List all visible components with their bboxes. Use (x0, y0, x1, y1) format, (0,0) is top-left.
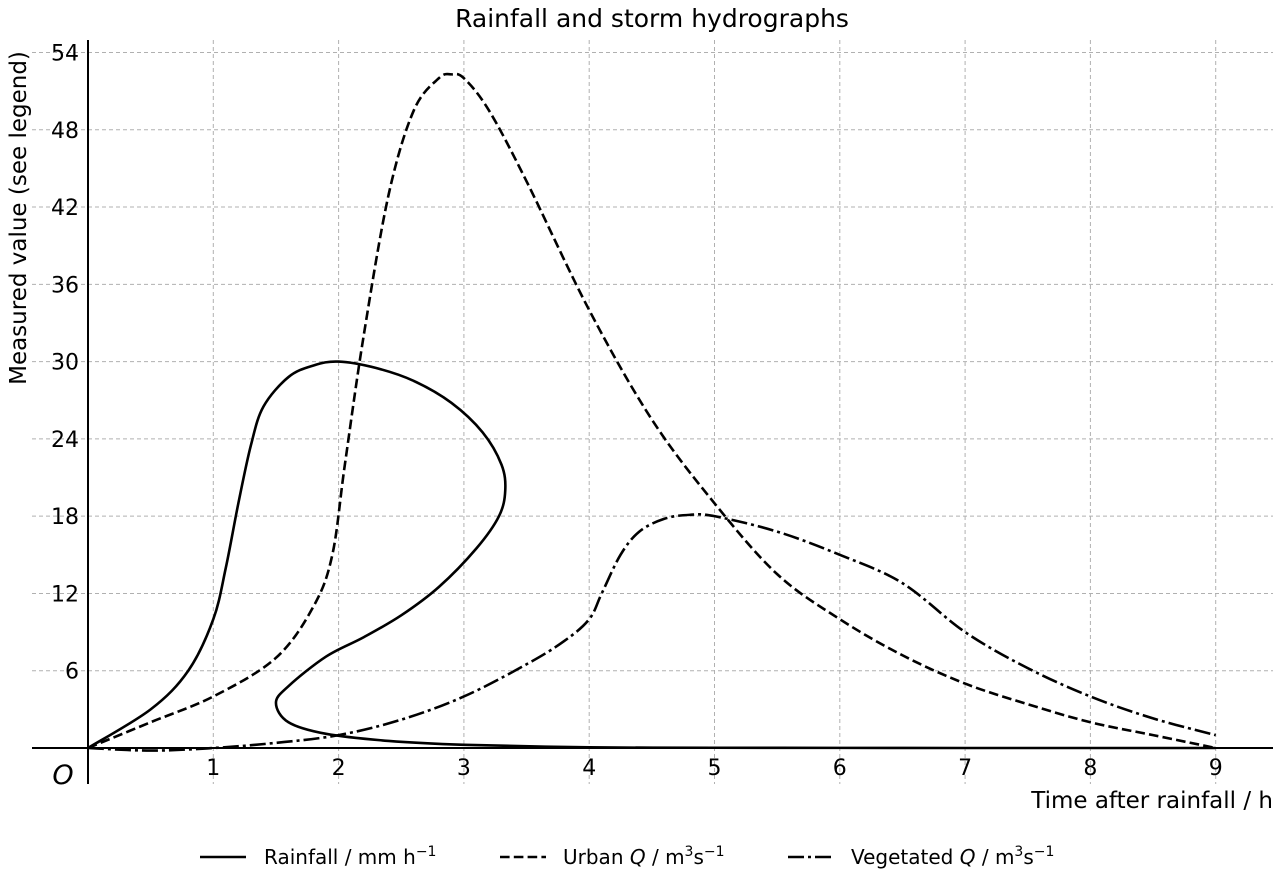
x-tick-label: 2 (332, 756, 346, 781)
series-layer (87, 72, 1217, 752)
y-tick-label: 48 (51, 119, 79, 144)
y-axis-label: Measured value (see legend) (6, 51, 32, 385)
x-axis-label: Time after rainfall / h (1030, 788, 1273, 814)
y-tick-labels: 6 12 18 24 30 36 42 48 54 (51, 41, 79, 684)
legend-entry-urban: Urban Q / m3s−1 (500, 844, 725, 869)
x-tick-label: 3 (457, 756, 471, 781)
x-tick-label: 7 (958, 756, 972, 781)
origin-label: O (52, 760, 73, 791)
y-tick-label: 42 (51, 196, 79, 221)
y-tick-label: 24 (51, 428, 79, 453)
x-tick-label: 4 (582, 756, 596, 781)
y-tick-label: 12 (51, 582, 79, 607)
x-tick-label: 6 (833, 756, 847, 781)
series-vegetated-line (87, 513, 1217, 752)
chart-title: Rainfall and storm hydrographs (455, 4, 849, 33)
y-tick-label: 54 (51, 41, 79, 66)
grid-layer (32, 40, 1273, 784)
axes-layer (32, 40, 1273, 784)
legend: Rainfall / mm h−1 Urban Q / m3s−1 Vegeta… (200, 844, 1054, 869)
series-rainfall-line (87, 360, 1216, 750)
y-tick-label: 36 (51, 273, 79, 298)
legend-entry-rainfall: Rainfall / mm h−1 (200, 844, 436, 869)
y-tick-label: 6 (65, 660, 79, 685)
legend-label-vegetated: Vegetated Q / m3s−1 (851, 844, 1054, 869)
series-urban-line (87, 72, 1216, 750)
x-tick-label: 9 (1209, 756, 1223, 781)
legend-label-rainfall: Rainfall / mm h−1 (264, 844, 436, 869)
x-tick-labels: 1 2 3 4 5 6 7 8 9 (206, 756, 1222, 781)
y-tick-label: 30 (51, 351, 79, 376)
x-tick-label: 8 (1083, 756, 1097, 781)
x-tick-label: 5 (708, 756, 722, 781)
y-tick-label: 18 (51, 505, 79, 530)
legend-entry-vegetated: Vegetated Q / m3s−1 (788, 844, 1054, 869)
x-tick-label: 1 (206, 756, 220, 781)
legend-label-urban: Urban Q / m3s−1 (563, 844, 725, 869)
